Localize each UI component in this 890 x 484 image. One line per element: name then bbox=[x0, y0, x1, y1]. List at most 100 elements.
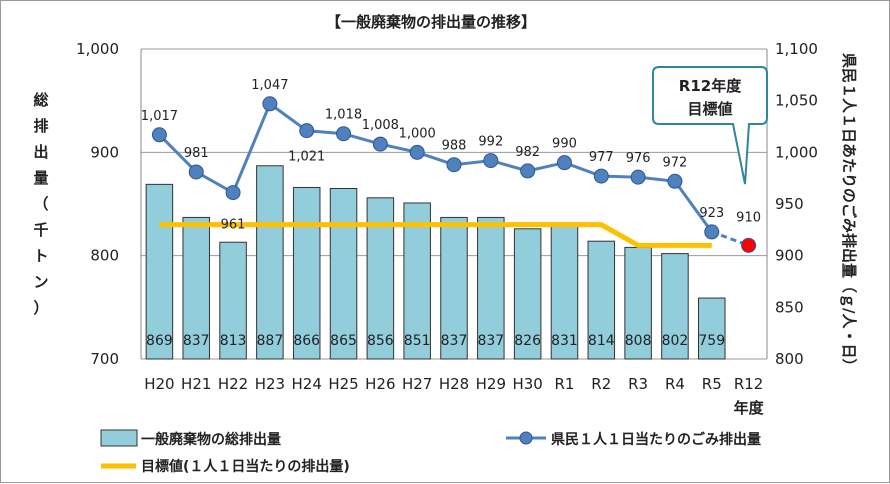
x-axis-label: 年度 bbox=[734, 399, 765, 417]
bar bbox=[550, 223, 579, 360]
category-label: H30 bbox=[512, 375, 542, 393]
category-label: H22 bbox=[218, 375, 248, 393]
category-label: H21 bbox=[181, 375, 211, 393]
per-capita-point bbox=[556, 155, 572, 171]
category-label: R12 bbox=[734, 375, 764, 393]
per-capita-point bbox=[225, 185, 241, 201]
per-capita-label: 990 bbox=[552, 137, 577, 152]
legend-swatch-bar bbox=[100, 429, 138, 447]
bar bbox=[661, 253, 689, 360]
bar bbox=[145, 183, 174, 360]
bar-value-label: 851 bbox=[404, 333, 431, 349]
category-label: H26 bbox=[365, 375, 395, 393]
category-label: H24 bbox=[292, 375, 322, 393]
per-capita-label: 1,018 bbox=[325, 108, 362, 123]
bar bbox=[477, 216, 505, 360]
category-label: R5 bbox=[702, 375, 722, 393]
per-capita-label: 1,000 bbox=[399, 126, 436, 141]
left-tick-label: 1,000 bbox=[76, 40, 119, 58]
legend-marker-line bbox=[519, 431, 533, 445]
right-tick-label: 800 bbox=[775, 350, 804, 368]
per-capita-point bbox=[593, 168, 609, 184]
per-capita-label: 961 bbox=[221, 218, 246, 233]
category-label: H25 bbox=[328, 375, 358, 393]
category-label: H29 bbox=[476, 375, 506, 393]
callout-line-1: R12年度 bbox=[679, 77, 742, 95]
category-label: R1 bbox=[554, 375, 574, 393]
callout-bubble bbox=[652, 66, 768, 185]
per-capita-line bbox=[158, 101, 713, 233]
per-capita-point bbox=[704, 224, 720, 240]
per-capita-point bbox=[520, 163, 536, 179]
legend-label-line: 県民１人１日当たりのごみ排出量 bbox=[551, 431, 761, 448]
left-axis-label-char: ） bbox=[33, 299, 48, 317]
per-capita-label: 992 bbox=[478, 135, 503, 150]
per-capita-label: 976 bbox=[626, 151, 651, 166]
bar-value-label: 814 bbox=[588, 333, 615, 349]
per-capita-label: 1,008 bbox=[362, 118, 399, 133]
per-capita-label: 977 bbox=[589, 150, 614, 165]
right-tick-label: 1,000 bbox=[775, 143, 818, 161]
left-tick-label: 900 bbox=[90, 143, 119, 161]
bar bbox=[329, 188, 358, 360]
category-label: R3 bbox=[628, 375, 648, 393]
left-axis-label-char: ン bbox=[33, 273, 48, 291]
bar bbox=[624, 246, 652, 360]
per-capita-label: 972 bbox=[663, 155, 688, 170]
category-label: H20 bbox=[144, 375, 174, 393]
bar-value-label: 837 bbox=[183, 333, 210, 349]
left-axis-label-char: 排 bbox=[33, 117, 48, 135]
bar bbox=[513, 228, 542, 360]
left-axis-label-char: （ bbox=[33, 195, 48, 213]
bar-value-label: 837 bbox=[477, 333, 504, 349]
per-capita-label: 1,047 bbox=[251, 78, 288, 93]
legend-label-target: 目標値(１人１日当たりの排出量) bbox=[141, 458, 350, 475]
left-axis-label-char: ト bbox=[33, 247, 48, 265]
category-label: H27 bbox=[402, 375, 432, 393]
per-capita-point bbox=[483, 153, 499, 169]
per-capita-point bbox=[151, 127, 167, 143]
left-axis-label-char: 量 bbox=[33, 169, 48, 187]
bar bbox=[698, 297, 726, 360]
bar-value-label: 837 bbox=[441, 333, 468, 349]
per-capita-point bbox=[336, 126, 352, 142]
right-axis-label: 県民１人１日あたりのごみ排出量（ｇ/人・日） bbox=[839, 53, 858, 373]
bar-value-label: 866 bbox=[293, 333, 320, 349]
category-label: R2 bbox=[591, 375, 611, 393]
bar bbox=[440, 216, 468, 360]
per-capita-point bbox=[188, 164, 204, 180]
bar-value-label: 856 bbox=[367, 333, 394, 349]
left-tick-label: 800 bbox=[90, 247, 119, 265]
target-line bbox=[159, 222, 712, 248]
left-axis-label-char: 千 bbox=[33, 221, 48, 239]
category-label: R4 bbox=[665, 375, 685, 393]
chart-title: 【一般廃棄物の排出量の推移】 bbox=[326, 13, 536, 31]
bar bbox=[292, 186, 321, 360]
bar bbox=[256, 165, 284, 360]
right-tick-label: 850 bbox=[775, 298, 804, 316]
per-capita-label: 988 bbox=[442, 139, 467, 154]
per-capita-point bbox=[372, 136, 388, 152]
bar-value-label: 802 bbox=[662, 333, 689, 349]
target-marker bbox=[741, 237, 757, 253]
left-tick-label: 700 bbox=[90, 350, 119, 368]
bar bbox=[403, 202, 431, 360]
left-axis-label-char: 総 bbox=[33, 91, 48, 109]
per-capita-point bbox=[262, 96, 278, 112]
bar-value-label: 813 bbox=[220, 333, 247, 349]
per-capita-label: 982 bbox=[515, 145, 540, 160]
bar bbox=[219, 241, 247, 360]
legend: 一般廃棄物の総排出量 県民１人１日当たりのごみ排出量 目標値(１人１日当たりの排… bbox=[100, 429, 761, 475]
per-capita-label: 1,021 bbox=[288, 150, 325, 165]
right-tick-label: 1,100 bbox=[775, 40, 818, 58]
category-label: H23 bbox=[255, 375, 285, 393]
right-tick-label: 950 bbox=[775, 195, 804, 213]
bar-value-label: 759 bbox=[698, 333, 725, 349]
legend-label-bar: 一般廃棄物の総排出量 bbox=[141, 431, 281, 448]
per-capita-label: 923 bbox=[699, 206, 724, 221]
per-capita-label: 1,017 bbox=[141, 109, 178, 124]
bar-value-label: 831 bbox=[551, 333, 578, 349]
right-tick-label: 1,050 bbox=[775, 92, 818, 110]
